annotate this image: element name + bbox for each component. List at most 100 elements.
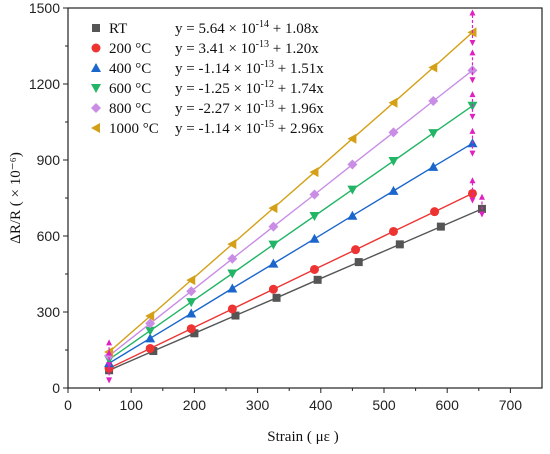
x-tick-label: 700: [499, 397, 523, 413]
data-point: [428, 62, 438, 73]
data-point: [227, 253, 238, 264]
data-point: [436, 222, 445, 231]
legend-equation: y = -1.14 × 10-15 + 2.96x: [175, 119, 324, 137]
legend-equation: y = -2.27 × 10-13 + 1.96x: [175, 99, 324, 117]
data-point: [395, 240, 404, 249]
error-bar-cap-top: [469, 49, 476, 56]
data-point: [388, 185, 399, 195]
legend-item: 1000 °C y = -1.14 × 10-15 + 2.96x: [91, 119, 324, 137]
error-bar-cap-bottom: [469, 150, 476, 157]
data-point: [268, 203, 278, 214]
legend-label: RT: [109, 21, 127, 37]
legend-item: 200 °C y = 3.41 × 10-13 + 1.20x: [91, 39, 319, 57]
legend-label: 200 °C: [109, 41, 151, 57]
legend-label: 800 °C: [109, 101, 151, 117]
error-bar: [106, 339, 113, 369]
series-line: [108, 192, 473, 369]
data-point: [347, 159, 358, 170]
data-point: [272, 293, 281, 302]
error-bar-cap-top: [106, 339, 113, 346]
legend-item: 800 °C y = -2.27 × 10-13 + 1.96x: [91, 99, 324, 117]
error-bar: [469, 91, 476, 120]
series-layer: [104, 27, 486, 375]
data-point: [145, 318, 156, 329]
data-point: [186, 275, 196, 286]
series-line: [108, 142, 473, 364]
data-point: [231, 311, 240, 320]
legend-marker: [91, 103, 101, 113]
data-point: [268, 284, 278, 294]
legend-label: 600 °C: [109, 81, 151, 97]
error-bar-cap-bottom: [478, 211, 485, 218]
legend-marker: [91, 43, 101, 53]
series-5: [104, 27, 477, 358]
series-2: [104, 138, 478, 368]
data-point: [227, 269, 238, 279]
series-0: [105, 204, 486, 375]
data-point: [347, 133, 357, 144]
error-bar: [469, 9, 476, 46]
series-line: [108, 31, 473, 353]
data-point: [309, 264, 319, 274]
series-line: [108, 208, 483, 371]
error-bar-cap-top: [469, 177, 476, 184]
legend-marker: [91, 84, 101, 93]
y-tick-label: 900: [37, 152, 61, 168]
data-point: [268, 240, 279, 250]
data-point: [430, 207, 440, 217]
data-point: [186, 308, 197, 318]
x-tick-label: 300: [246, 397, 270, 413]
data-point: [467, 65, 478, 76]
y-tick-label: 1200: [29, 76, 60, 92]
data-point: [186, 286, 197, 297]
data-point: [347, 185, 358, 195]
error-bar-cap-bottom: [106, 377, 113, 384]
x-tick-label: 100: [120, 397, 144, 413]
legend: RT y = 5.64 × 10-14 + 1.08x 200 °C y = 3.41…: [91, 19, 324, 137]
legend-item: 600 °C y = -1.25 × 10-12 + 1.74x: [91, 79, 324, 97]
data-point: [388, 97, 398, 108]
legend-label: 1000 °C: [109, 121, 159, 137]
data-point: [268, 258, 279, 268]
data-point: [268, 221, 279, 232]
y-axis-title: ΔR/R ( × 10⁻⁶): [8, 152, 24, 244]
legend-equation: y = 5.64 × 10-14 + 1.08x: [175, 19, 319, 37]
x-tick-label: 500: [372, 397, 396, 413]
data-point: [145, 326, 156, 336]
legend-equation: y = -1.25 × 10-12 + 1.74x: [175, 79, 324, 97]
data-point: [388, 226, 398, 236]
data-point: [145, 311, 155, 322]
y-tick-label: 600: [37, 228, 61, 244]
error-bar-cap-top: [469, 127, 476, 134]
legend-item: RT y = 5.64 × 10-14 + 1.08x: [92, 19, 319, 37]
data-point: [186, 298, 197, 308]
data-point: [428, 95, 439, 106]
y-tick-label: 300: [37, 304, 61, 320]
data-point: [227, 283, 238, 293]
error-bar-cap-top: [469, 9, 476, 16]
error-bar-layer: [106, 9, 485, 384]
data-point: [388, 127, 399, 138]
data-point: [227, 304, 237, 314]
error-bar: [469, 49, 476, 84]
x-tick-label: 600: [436, 397, 460, 413]
data-point: [354, 258, 363, 267]
x-axis-title: Strain ( με ): [267, 429, 338, 445]
data-point: [309, 211, 320, 221]
error-bar-cap-bottom: [469, 197, 476, 204]
legend-equation: y = -1.14 × 10-13 + 1.51x: [175, 59, 324, 77]
data-point: [309, 167, 319, 178]
error-bar: [478, 193, 485, 218]
data-point: [190, 329, 199, 338]
y-tick-label: 0: [52, 380, 60, 396]
error-bar-cap-bottom: [469, 113, 476, 120]
series-1: [104, 188, 477, 373]
y-tick-label: 1500: [29, 0, 60, 16]
x-tick-label: 400: [309, 397, 333, 413]
error-bar-cap-top: [469, 91, 476, 98]
data-point: [186, 324, 196, 334]
data-point: [428, 129, 439, 139]
data-point: [145, 333, 156, 343]
